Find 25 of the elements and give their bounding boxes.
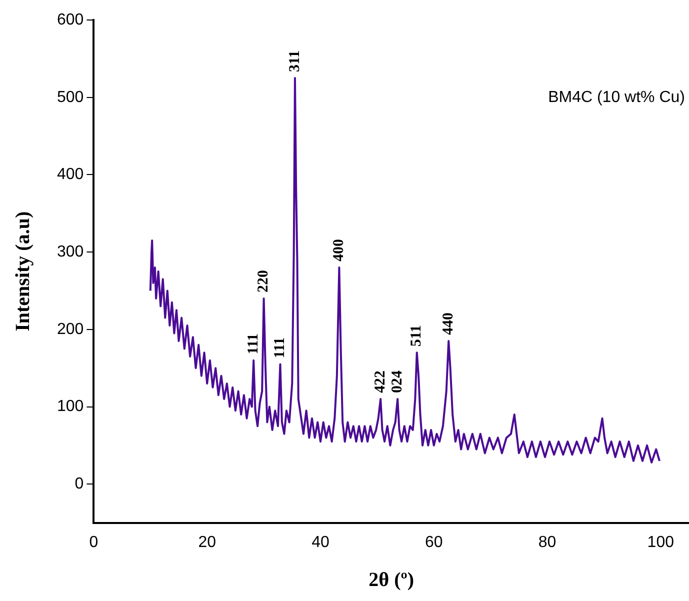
annotation: 422 [372,370,388,394]
x-tick-label: 40 [312,534,330,551]
y-tick-label: 600 [56,11,84,28]
x-tick-label: 60 [424,534,443,551]
x-axis-title: 2θ (º) [368,569,414,592]
y-tick-label: 400 [56,166,84,184]
annotation: 311 [286,50,303,72]
y-tick-label: 200 [56,320,84,338]
x-tick-label: 0 [89,534,98,551]
annotation: 400 [331,239,348,262]
x-tick-label: 20 [198,534,216,551]
annotation: 220 [256,270,272,292]
y-tick-label: 300 [56,243,84,260]
y-tick-label: 0 [74,476,84,493]
y-tick-label: 100 [56,398,84,416]
annotation: 111 [272,337,288,358]
annotation: 024 [389,370,406,394]
y-axis-title: Intensity (a.u) [12,211,34,332]
annotation: 111 [245,334,262,354]
x-tick-label: 100 [647,534,674,551]
annotation: 440 [440,312,456,336]
annotation: 511 [408,324,425,347]
x-tick-label: 80 [538,534,556,551]
annotation: BM4C (10 wt% Cu) [548,88,685,106]
y-tick-label: 500 [56,88,84,106]
